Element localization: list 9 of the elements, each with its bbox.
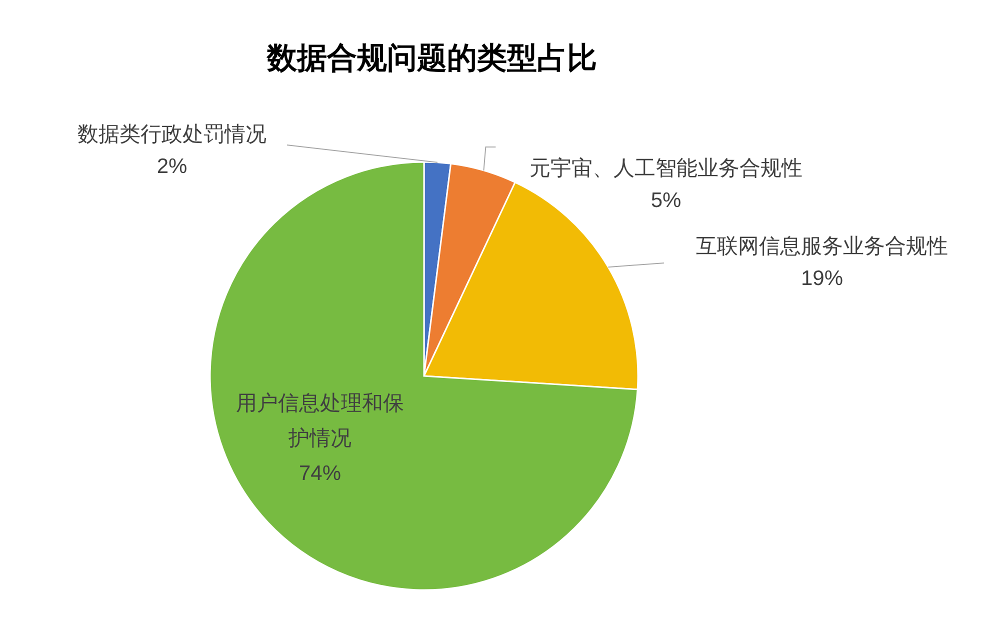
- chart-title: 数据合规问题的类型占比: [266, 42, 597, 75]
- slice-label: 互联网信息服务业务合规性: [696, 235, 948, 258]
- data-label: 2%: [156, 155, 188, 178]
- slice-label: 元宇宙、人工智能业务合规性: [530, 157, 802, 180]
- data-label: 19%: [800, 267, 844, 290]
- data-label: 74%: [298, 462, 342, 485]
- slice-label: 数据类行政处罚情况: [78, 123, 266, 146]
- data-label: 5%: [650, 189, 682, 212]
- slice-label: 用户信息处理和保护情况: [236, 392, 404, 450]
